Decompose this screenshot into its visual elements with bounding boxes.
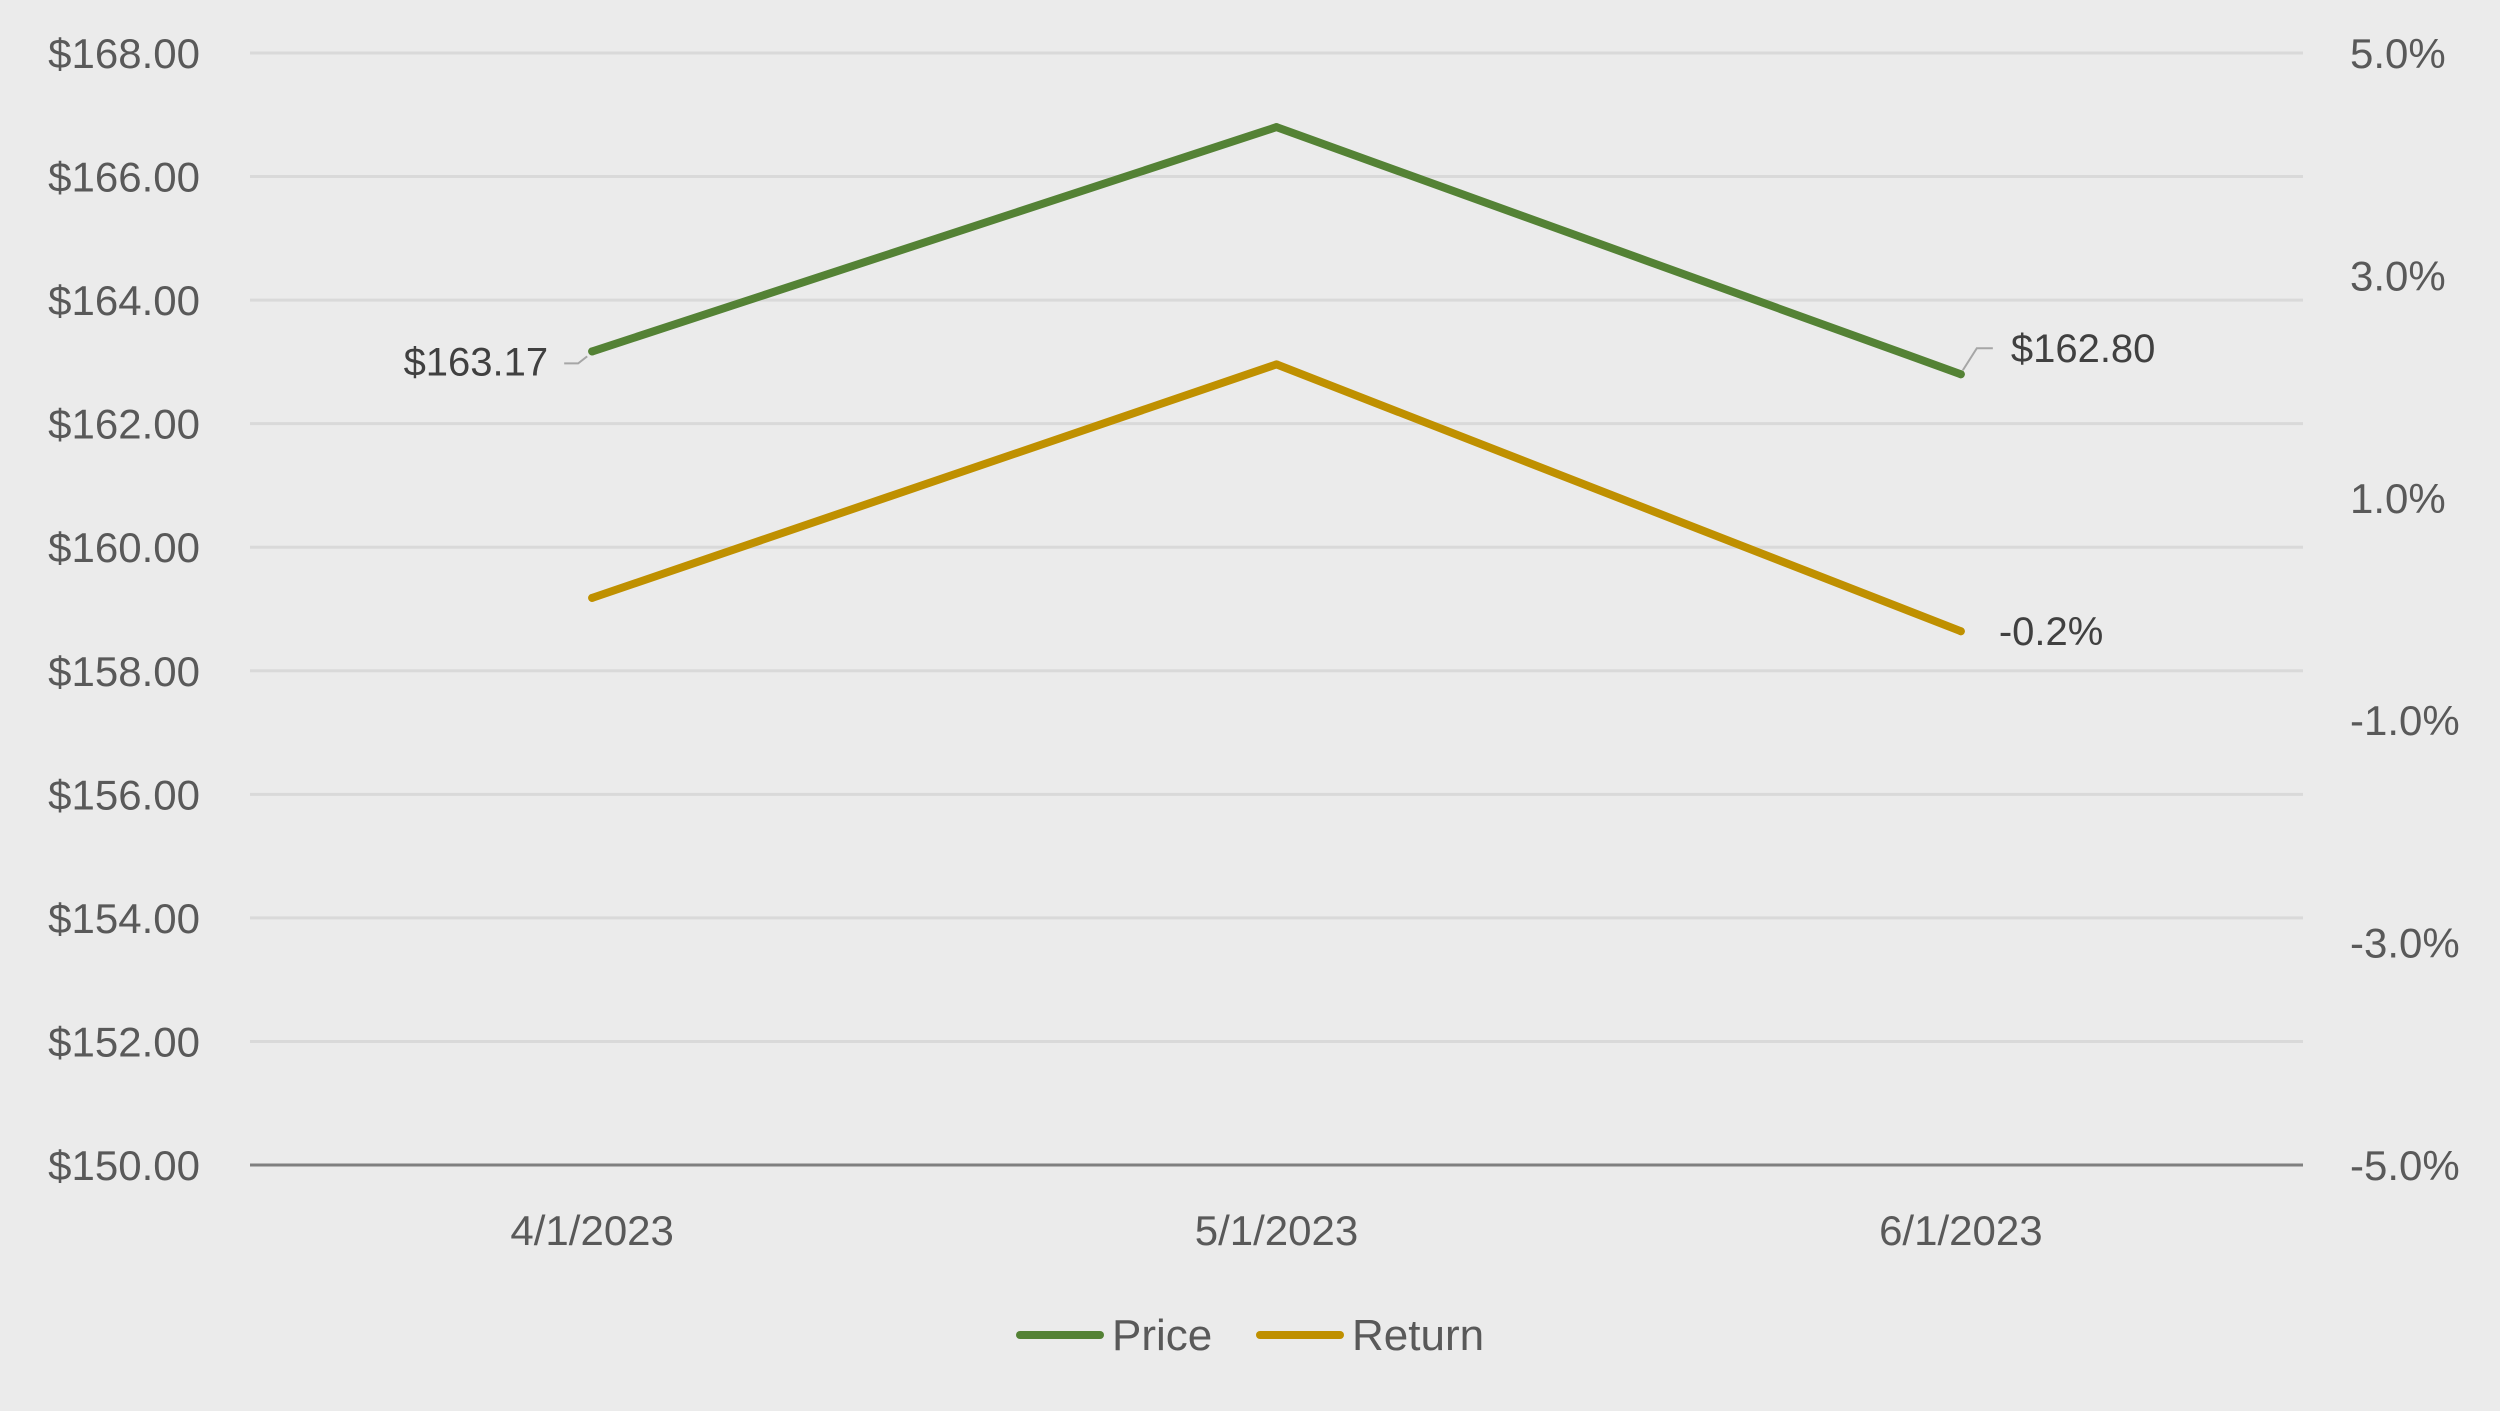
series-line-return (588, 360, 1965, 636)
y-left-tick-label: $154.00 (48, 895, 200, 942)
data-point-price (1956, 370, 1965, 379)
y-left-tick-label: $166.00 (48, 154, 200, 201)
y-left-tick-label: $152.00 (48, 1018, 200, 1065)
legend: Price Return (1016, 1311, 1484, 1360)
leader-line (564, 355, 588, 365)
y-right-tick-label: 3.0% (2350, 252, 2446, 299)
x-tick-label: 4/1/2023 (510, 1207, 674, 1254)
legend-label: Price (1112, 1311, 1212, 1360)
data-label-price: $162.80 (2011, 327, 2156, 371)
x-tick-label: 5/1/2023 (1195, 1207, 1359, 1254)
gridlines (250, 51, 2303, 1043)
y-right-tick-label: 1.0% (2350, 475, 2446, 522)
y-left-tick-label: $158.00 (48, 648, 200, 695)
series-lines (588, 123, 1965, 636)
y-left-tick-label: $162.00 (48, 401, 200, 448)
leader-line (1961, 347, 1993, 371)
legend-label: Return (1352, 1311, 1484, 1360)
data-labels: $163.17 $162.80 -0.2% (404, 327, 2156, 654)
data-point-return (1956, 627, 1965, 636)
legend-item-return: Return (1256, 1311, 1484, 1360)
legend-item-price: Price (1016, 1311, 1212, 1360)
y-right-tick-label: -5.0% (2350, 1142, 2460, 1189)
axes: $150.00 $152.00 $154.00 $156.00 $158.00 $160.… (48, 30, 2460, 1254)
series-line-price (588, 123, 1965, 379)
data-point-return (588, 593, 597, 602)
y-right-tick-label: 5.0% (2350, 30, 2446, 77)
x-tick-label: 6/1/2023 (1879, 1207, 2043, 1254)
data-point-price (588, 347, 597, 356)
y-right-tick-label: -3.0% (2350, 920, 2460, 967)
data-label-price: $163.17 (404, 340, 549, 384)
y-left-tick-label: $150.00 (48, 1142, 200, 1189)
y-right-tick-label: -1.0% (2350, 697, 2460, 744)
data-point-return (1272, 360, 1281, 369)
y-left-tick-label: $168.00 (48, 30, 200, 77)
y-left-tick-label: $160.00 (48, 524, 200, 571)
data-point-price (1272, 123, 1281, 132)
y-left-tick-label: $156.00 (48, 771, 200, 818)
y-left-tick-label: $164.00 (48, 277, 200, 324)
data-label-return: -0.2% (1999, 610, 2104, 654)
